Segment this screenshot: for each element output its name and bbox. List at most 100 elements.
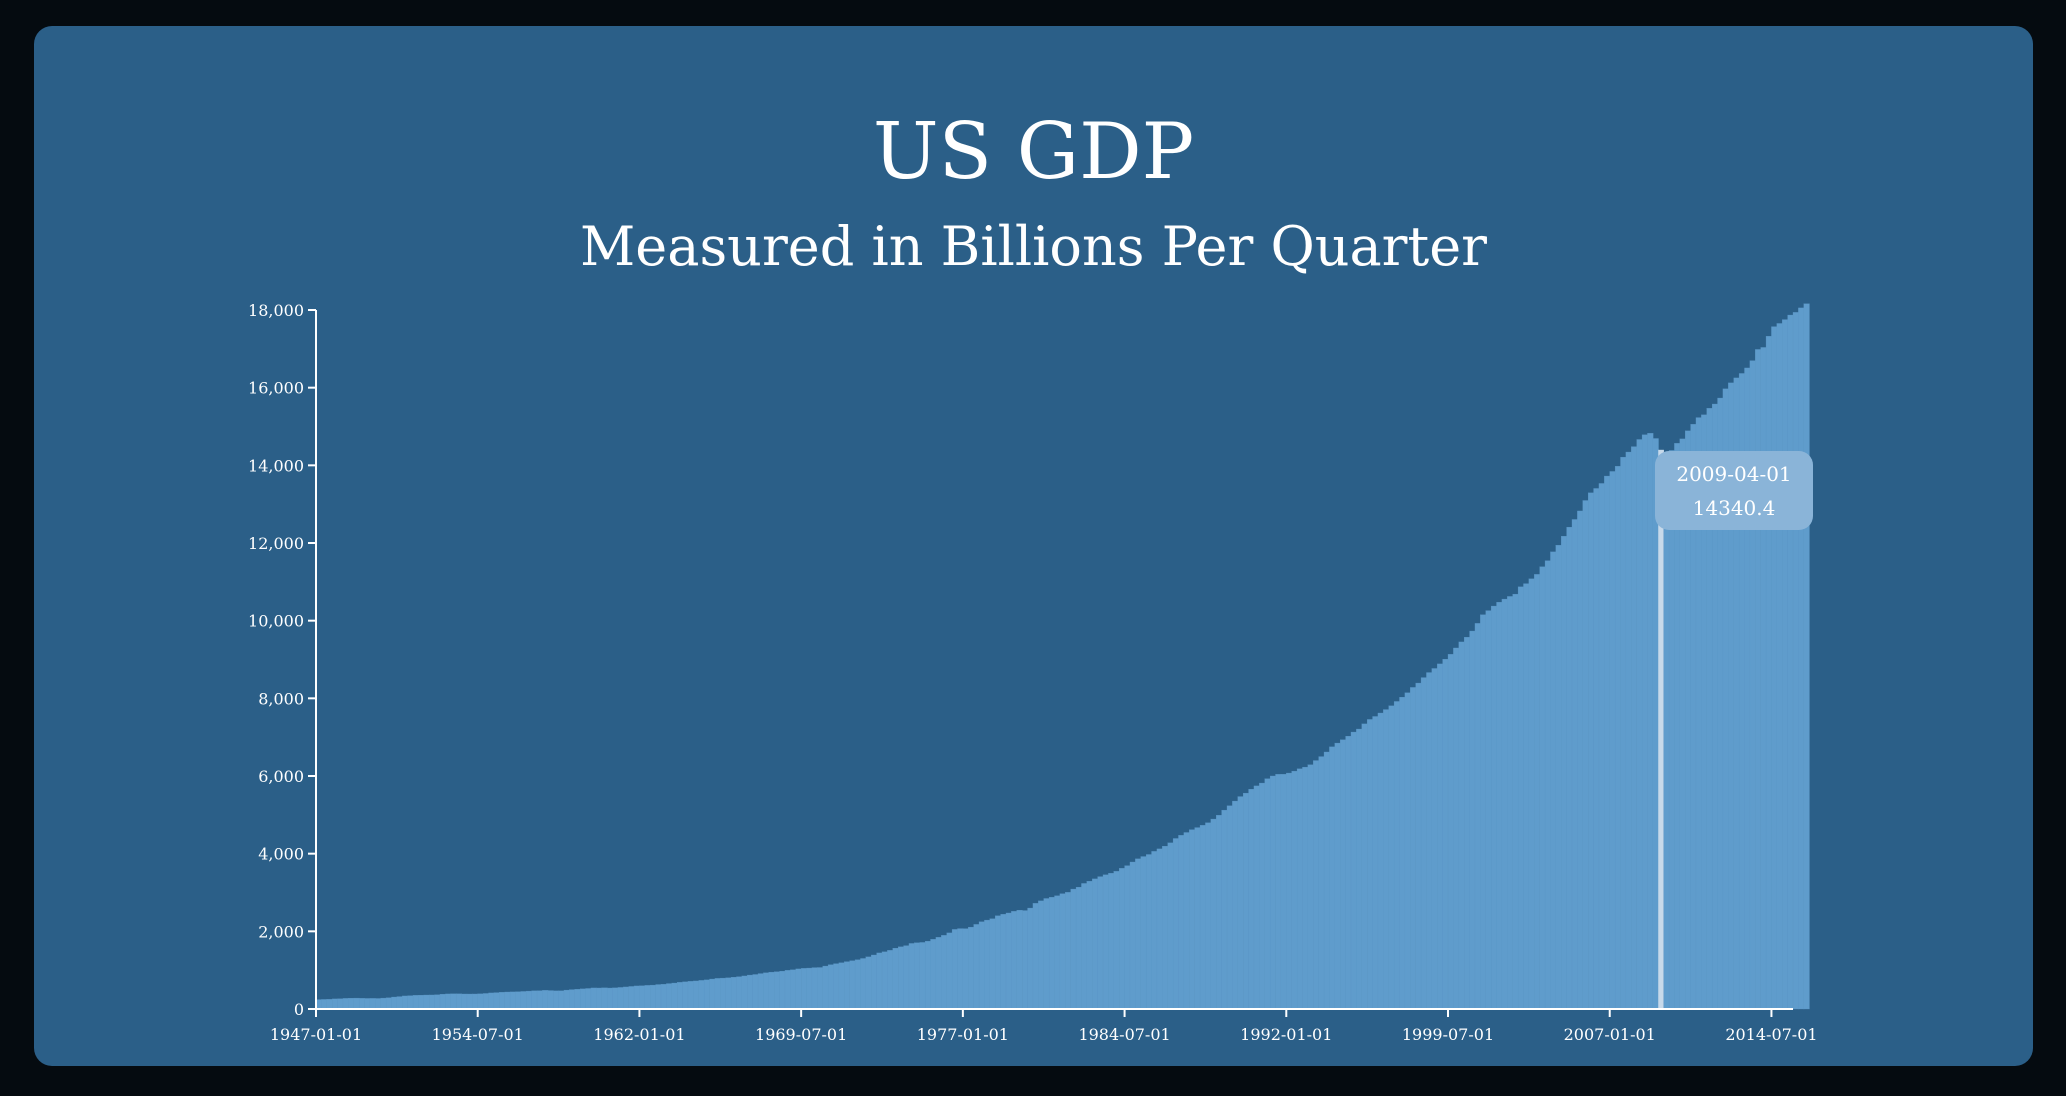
bar[interactable] (1760, 347, 1767, 1010)
bar[interactable] (1523, 583, 1530, 1010)
bar[interactable] (822, 965, 829, 1010)
bar[interactable] (439, 994, 446, 1010)
bar[interactable] (1070, 888, 1077, 1010)
bar[interactable] (558, 990, 565, 1010)
bar[interactable] (391, 996, 398, 1010)
bar[interactable] (871, 954, 878, 1010)
bar[interactable] (968, 926, 975, 1010)
bar[interactable] (1275, 774, 1282, 1010)
bar[interactable] (1550, 551, 1557, 1010)
bar[interactable] (666, 983, 673, 1010)
bar[interactable] (914, 942, 921, 1010)
bar[interactable] (601, 987, 608, 1010)
bar[interactable] (455, 993, 462, 1010)
bar[interactable] (1243, 792, 1250, 1010)
bar[interactable] (763, 972, 770, 1010)
bar[interactable] (817, 967, 824, 1010)
bar[interactable] (1113, 871, 1120, 1010)
bar[interactable] (1092, 878, 1099, 1010)
bar[interactable] (369, 998, 376, 1010)
bar[interactable] (1286, 772, 1293, 1010)
bar[interactable] (606, 987, 613, 1010)
bar[interactable] (774, 971, 781, 1010)
bar[interactable] (930, 939, 937, 1010)
bar[interactable] (995, 915, 1002, 1010)
bar[interactable] (752, 974, 759, 1010)
bar[interactable] (1151, 851, 1158, 1010)
bar[interactable] (1426, 672, 1433, 1010)
bar[interactable] (504, 991, 511, 1010)
bar[interactable] (1038, 900, 1045, 1010)
bar[interactable] (1388, 705, 1395, 1010)
bar[interactable] (957, 928, 964, 1010)
bar[interactable] (1620, 456, 1627, 1010)
bar[interactable] (1593, 488, 1600, 1010)
bar[interactable] (477, 993, 484, 1010)
bar[interactable] (908, 943, 915, 1010)
bar[interactable] (881, 951, 888, 1010)
bar[interactable] (1431, 668, 1438, 1010)
bar[interactable] (935, 937, 942, 1010)
bar[interactable] (1464, 637, 1471, 1010)
bar[interactable] (1458, 641, 1465, 1010)
bar[interactable] (612, 987, 619, 1010)
bar[interactable] (1588, 492, 1594, 1010)
bar[interactable] (590, 987, 597, 1010)
bar[interactable] (1609, 471, 1616, 1010)
bar[interactable] (1129, 861, 1136, 1010)
bar[interactable] (1280, 774, 1287, 1010)
bar[interactable] (725, 977, 732, 1010)
bar[interactable] (1415, 682, 1422, 1010)
bar[interactable] (1803, 303, 1810, 1010)
bar[interactable] (1318, 756, 1325, 1010)
bar[interactable] (1566, 526, 1573, 1010)
bar[interactable] (1156, 848, 1163, 1010)
bar[interactable] (844, 961, 851, 1010)
bar[interactable] (978, 921, 985, 1010)
bar[interactable] (326, 999, 333, 1010)
bar[interactable] (1102, 874, 1109, 1010)
bar[interactable] (1199, 825, 1206, 1010)
bar[interactable] (677, 982, 683, 1010)
bar[interactable] (358, 998, 365, 1010)
bar[interactable] (633, 985, 640, 1010)
bar[interactable] (1410, 687, 1417, 1010)
bar[interactable] (1329, 746, 1336, 1010)
bar[interactable] (887, 950, 894, 1010)
bar[interactable] (412, 995, 419, 1010)
bar[interactable] (660, 984, 667, 1010)
bar[interactable] (865, 956, 872, 1010)
bar[interactable] (1453, 647, 1460, 1010)
bar[interactable] (423, 994, 430, 1010)
bar[interactable] (385, 997, 392, 1010)
bar[interactable] (342, 998, 349, 1010)
bar[interactable] (536, 990, 543, 1010)
bar[interactable] (1765, 336, 1772, 1010)
bar[interactable] (768, 971, 775, 1010)
bar[interactable] (1016, 910, 1023, 1010)
bar[interactable] (1534, 574, 1541, 1010)
bar[interactable] (1237, 796, 1244, 1010)
bar[interactable] (1528, 578, 1535, 1010)
bar[interactable] (892, 948, 899, 1010)
bar[interactable] (375, 998, 382, 1010)
bar[interactable] (1194, 827, 1201, 1010)
bar[interactable] (509, 991, 516, 1010)
bar[interactable] (1178, 835, 1185, 1010)
bar[interactable] (1437, 663, 1444, 1010)
bar[interactable] (1356, 728, 1363, 1010)
bar[interactable] (1253, 785, 1260, 1010)
bar[interactable] (1512, 593, 1519, 1010)
bar[interactable] (1577, 510, 1584, 1010)
bar[interactable] (655, 984, 662, 1010)
bar[interactable] (579, 988, 586, 1010)
bar[interactable] (472, 993, 479, 1010)
bar[interactable] (1011, 911, 1018, 1010)
bar[interactable] (1264, 778, 1271, 1010)
bar[interactable] (520, 991, 527, 1010)
bar[interactable] (1668, 450, 1675, 1010)
bar[interactable] (801, 968, 807, 1010)
bar[interactable] (574, 989, 581, 1010)
bar[interactable] (720, 977, 727, 1010)
bar[interactable] (946, 932, 953, 1010)
